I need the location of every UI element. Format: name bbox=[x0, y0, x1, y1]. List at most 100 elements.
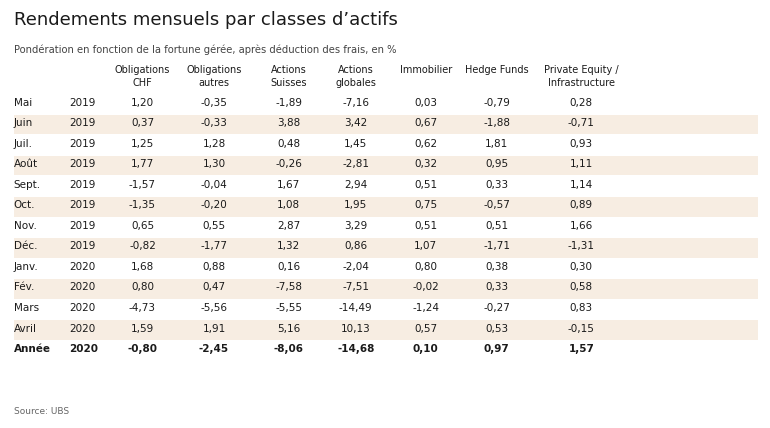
Text: 0,03: 0,03 bbox=[414, 98, 437, 107]
Text: -0,57: -0,57 bbox=[484, 200, 510, 210]
Text: -0,71: -0,71 bbox=[568, 118, 594, 128]
Text: Nov.: Nov. bbox=[14, 221, 37, 231]
Text: 0,33: 0,33 bbox=[485, 180, 508, 190]
Text: Juil.: Juil. bbox=[14, 139, 33, 149]
Text: 1,81: 1,81 bbox=[485, 139, 508, 149]
Text: 0,95: 0,95 bbox=[485, 159, 508, 169]
Text: -8,06: -8,06 bbox=[274, 344, 303, 354]
Text: -0,27: -0,27 bbox=[484, 303, 510, 313]
Text: Rendements mensuels par classes d’actifs: Rendements mensuels par classes d’actifs bbox=[14, 11, 398, 29]
Text: 2,94: 2,94 bbox=[344, 180, 367, 190]
Text: 2019: 2019 bbox=[69, 139, 95, 149]
Text: Private Equity /
Infrastructure: Private Equity / Infrastructure bbox=[544, 65, 618, 88]
Text: 0,28: 0,28 bbox=[570, 98, 593, 107]
Text: -7,16: -7,16 bbox=[342, 98, 370, 107]
Text: 2020: 2020 bbox=[69, 303, 95, 313]
Text: -7,51: -7,51 bbox=[342, 282, 370, 292]
Text: 0,47: 0,47 bbox=[203, 282, 226, 292]
Text: 0,67: 0,67 bbox=[414, 118, 437, 128]
Text: 2020: 2020 bbox=[69, 262, 95, 272]
Text: -4,73: -4,73 bbox=[129, 303, 156, 313]
Text: 2019: 2019 bbox=[69, 221, 95, 231]
Text: 3,42: 3,42 bbox=[344, 118, 367, 128]
Text: -5,55: -5,55 bbox=[275, 303, 303, 313]
Text: 0,38: 0,38 bbox=[485, 262, 508, 272]
Text: 2019: 2019 bbox=[69, 159, 95, 169]
Text: 0,65: 0,65 bbox=[131, 221, 154, 231]
Text: Mai: Mai bbox=[14, 98, 32, 107]
Text: Source: UBS: Source: UBS bbox=[14, 407, 69, 416]
Text: Actions
Suisses: Actions Suisses bbox=[270, 65, 307, 88]
Text: 0,57: 0,57 bbox=[414, 324, 437, 333]
Text: 1,32: 1,32 bbox=[277, 241, 300, 251]
Text: 2020: 2020 bbox=[69, 344, 99, 354]
Text: 0,88: 0,88 bbox=[203, 262, 226, 272]
Text: -7,58: -7,58 bbox=[275, 282, 303, 292]
Text: 2019: 2019 bbox=[69, 180, 95, 190]
Text: 1,67: 1,67 bbox=[277, 180, 300, 190]
Text: -0,02: -0,02 bbox=[413, 282, 439, 292]
Text: Mars: Mars bbox=[14, 303, 39, 313]
Text: 0,86: 0,86 bbox=[344, 241, 367, 251]
Text: 0,97: 0,97 bbox=[484, 344, 510, 354]
Text: -1,89: -1,89 bbox=[275, 98, 303, 107]
Text: 2019: 2019 bbox=[69, 241, 95, 251]
Text: 10,13: 10,13 bbox=[341, 324, 370, 333]
Text: -0,04: -0,04 bbox=[201, 180, 227, 190]
Text: Immobilier: Immobilier bbox=[400, 65, 452, 75]
Text: 2,87: 2,87 bbox=[277, 221, 300, 231]
Text: -2,45: -2,45 bbox=[199, 344, 229, 354]
Text: -1,24: -1,24 bbox=[412, 303, 440, 313]
Text: -1,88: -1,88 bbox=[483, 118, 511, 128]
Text: -1,31: -1,31 bbox=[567, 241, 595, 251]
Text: 1,68: 1,68 bbox=[131, 262, 154, 272]
Text: 2020: 2020 bbox=[69, 324, 95, 333]
Text: 0,16: 0,16 bbox=[277, 262, 300, 272]
Text: Actions
globales: Actions globales bbox=[335, 65, 377, 88]
Text: 1,95: 1,95 bbox=[344, 200, 367, 210]
Text: Année: Année bbox=[14, 344, 51, 354]
Text: 0,62: 0,62 bbox=[414, 139, 437, 149]
Text: Obligations
autres: Obligations autres bbox=[186, 65, 242, 88]
Text: 0,30: 0,30 bbox=[570, 262, 593, 272]
Text: Août: Août bbox=[14, 159, 38, 169]
Text: Juin: Juin bbox=[14, 118, 33, 128]
Text: 1,57: 1,57 bbox=[568, 344, 594, 354]
Text: -1,35: -1,35 bbox=[129, 200, 156, 210]
Text: 1,20: 1,20 bbox=[131, 98, 154, 107]
Text: 0,48: 0,48 bbox=[277, 139, 300, 149]
Text: 0,33: 0,33 bbox=[485, 282, 508, 292]
Text: 1,30: 1,30 bbox=[203, 159, 226, 169]
Text: -1,57: -1,57 bbox=[129, 180, 156, 190]
Text: 0,58: 0,58 bbox=[570, 282, 593, 292]
Text: 1,28: 1,28 bbox=[203, 139, 226, 149]
Text: -0,82: -0,82 bbox=[129, 241, 156, 251]
Text: 3,88: 3,88 bbox=[277, 118, 300, 128]
Text: 3,29: 3,29 bbox=[344, 221, 367, 231]
Text: 0,89: 0,89 bbox=[570, 200, 593, 210]
Text: 1,77: 1,77 bbox=[131, 159, 154, 169]
Text: -1,77: -1,77 bbox=[200, 241, 228, 251]
Text: 1,11: 1,11 bbox=[570, 159, 593, 169]
Text: 1,07: 1,07 bbox=[414, 241, 437, 251]
Text: Obligations
CHF: Obligations CHF bbox=[115, 65, 170, 88]
Text: 0,83: 0,83 bbox=[570, 303, 593, 313]
Text: -14,49: -14,49 bbox=[339, 303, 373, 313]
Text: 1,66: 1,66 bbox=[570, 221, 593, 231]
Text: Pondération en fonction de la fortune gérée, après déduction des frais, en %: Pondération en fonction de la fortune gé… bbox=[14, 45, 397, 56]
Text: -0,35: -0,35 bbox=[201, 98, 227, 107]
Text: -0,15: -0,15 bbox=[568, 324, 594, 333]
Text: -0,26: -0,26 bbox=[276, 159, 302, 169]
Text: 0,37: 0,37 bbox=[131, 118, 154, 128]
Text: Janv.: Janv. bbox=[14, 262, 38, 272]
Text: Fév.: Fév. bbox=[14, 282, 34, 292]
Text: -5,56: -5,56 bbox=[200, 303, 228, 313]
Text: 0,80: 0,80 bbox=[131, 282, 154, 292]
Text: Avril: Avril bbox=[14, 324, 37, 333]
Text: -14,68: -14,68 bbox=[337, 344, 374, 354]
Text: 1,59: 1,59 bbox=[131, 324, 154, 333]
Text: Déc.: Déc. bbox=[14, 241, 38, 251]
Text: -0,20: -0,20 bbox=[201, 200, 227, 210]
Text: -0,79: -0,79 bbox=[484, 98, 510, 107]
Text: 1,08: 1,08 bbox=[277, 200, 300, 210]
